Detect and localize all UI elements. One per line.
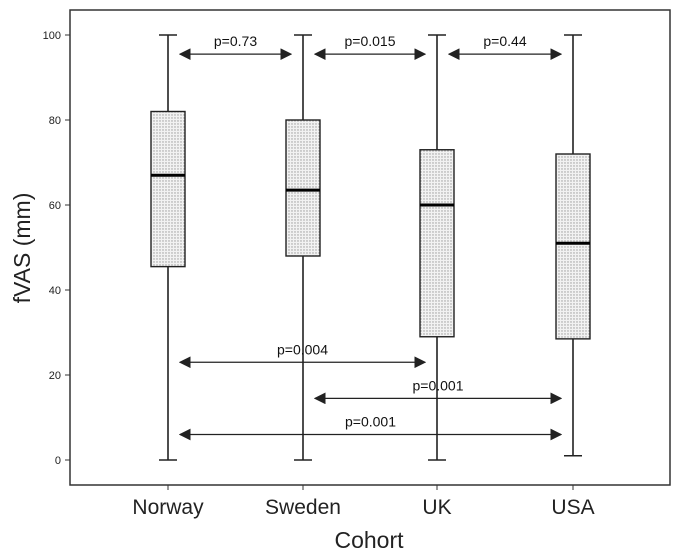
comparisons-layer: p=0.73 p=0.015 p=0.44 p=0.004 p=0.001 p=0.001 — [178, 33, 563, 441]
x-tick-label: USA — [551, 496, 594, 519]
y-tick-label: 20 — [49, 370, 61, 382]
y-tick-label: 40 — [49, 285, 61, 297]
comparison-norway-sweden: p=0.73 — [178, 33, 293, 60]
box-usa — [555, 34, 591, 457]
y-tick-label: 0 — [55, 455, 61, 467]
comparison-norway-usa: p=0.001 — [178, 414, 563, 441]
box-sweden — [285, 34, 321, 461]
p-value-label: p=0.73 — [214, 33, 257, 49]
box-iqr — [555, 153, 591, 340]
comparison-norway-uk: p=0.004 — [178, 341, 427, 369]
box-iqr — [285, 119, 321, 257]
p-value-label: p=0.015 — [345, 33, 396, 49]
x-axis-title: Cohort — [334, 527, 404, 553]
p-value-label: p=0.44 — [483, 33, 526, 49]
y-tick-label: 100 — [43, 30, 61, 42]
boxes-layer — [150, 34, 591, 461]
p-value-label: p=0.001 — [345, 414, 396, 430]
x-tick-label: Norway — [132, 496, 204, 519]
x-tick-label: Sweden — [265, 496, 341, 519]
comparison-sweden-uk: p=0.015 — [313, 33, 427, 60]
box-norway — [150, 34, 186, 461]
x-axis: Norway Sweden UK USA — [132, 485, 595, 519]
comparison-uk-usa: p=0.44 — [447, 33, 563, 60]
p-value-label: p=0.001 — [413, 377, 464, 393]
y-axis: 0 20 40 60 80 100 — [43, 30, 70, 467]
y-tick-label: 60 — [49, 200, 61, 212]
p-value-label: p=0.004 — [277, 341, 328, 357]
plot-frame — [69, 9, 671, 486]
y-tick-label: 80 — [49, 115, 61, 127]
x-tick-label: UK — [422, 496, 451, 519]
box-iqr — [150, 110, 186, 268]
y-axis-title: fVAS (mm) — [9, 193, 35, 304]
comparison-sweden-usa: p=0.001 — [313, 377, 563, 405]
box-uk — [419, 34, 455, 461]
box-iqr — [419, 149, 455, 338]
